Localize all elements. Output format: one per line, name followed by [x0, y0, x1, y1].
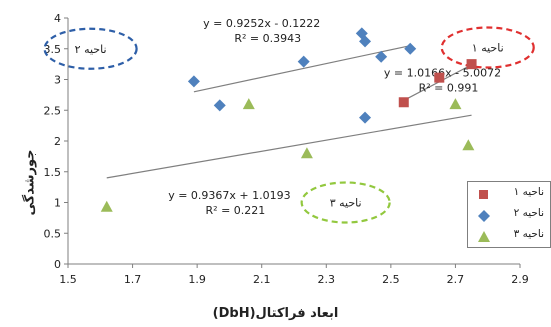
x-tick-label: 2.5 — [382, 273, 400, 286]
r-squared-2: R² = 0.991 — [419, 81, 479, 94]
x-tick-label: 2.1 — [253, 273, 271, 286]
region-label-3: ناحیه ۳ — [330, 197, 362, 210]
legend-label-3: ناحیه ۳ — [513, 228, 544, 240]
y-tick-label: 3 — [54, 74, 61, 87]
point-s2-8 — [359, 111, 372, 124]
r-squared-3: R² = 0.221 — [206, 204, 266, 217]
x-tick-label: 1.7 — [124, 273, 142, 286]
region-ellipse-3 — [300, 181, 391, 224]
point-s3-1 — [100, 200, 113, 212]
x-tick-label: 2.3 — [318, 273, 336, 286]
equation-1: y = 0.9252x - 0.1222 — [203, 17, 320, 30]
point-s2-7 — [404, 42, 417, 55]
x-tick-label: 2.7 — [447, 273, 465, 286]
y-tick-label: 1.5 — [44, 166, 62, 179]
x-tick-label: 1.9 — [188, 273, 206, 286]
legend-item-1: ناحیه ۱ — [476, 186, 548, 202]
r-squared-1: R² = 0.3943 — [234, 32, 301, 45]
point-s2-3 — [297, 55, 310, 68]
x-tick-label: 2.9 — [511, 273, 529, 286]
legend: ناحیه ۱ ناحیه ۲ ناحیه ۳ — [467, 181, 551, 248]
point-s1-3 — [466, 59, 477, 70]
y-tick-label: 0 — [54, 258, 61, 271]
y-tick-label: 0.5 — [44, 227, 62, 240]
y-axis-label: جورشدگی — [22, 149, 38, 216]
legend-item-2: ناحیه ۲ — [476, 207, 548, 223]
legend-item-3: ناحیه ۳ — [476, 228, 548, 244]
point-s2-1 — [187, 75, 200, 88]
region-ellipse-2 — [440, 26, 535, 69]
trendline-3 — [106, 114, 472, 179]
legend-square-marker — [479, 190, 488, 199]
point-s3-3 — [300, 147, 313, 159]
x-tick-label: 1.5 — [59, 273, 77, 286]
point-s3-2 — [242, 98, 255, 110]
point-s2-5 — [359, 35, 372, 48]
point-s1-1 — [398, 97, 409, 108]
point-s2-2 — [213, 99, 226, 112]
point-s1-2 — [434, 72, 445, 83]
y-tick-label: 1 — [54, 197, 61, 210]
region-label-2: ناحیه ۱ — [472, 42, 504, 55]
equation-3: y = 0.9367x + 1.0193 — [168, 189, 290, 202]
legend-diamond-marker — [478, 210, 490, 222]
legend-triangle-marker — [478, 231, 490, 242]
legend-label-2: ناحیه ۲ — [513, 207, 544, 219]
point-s3-4 — [449, 98, 462, 110]
legend-label-1: ناحیه ۱ — [513, 186, 544, 198]
x-axis-label: ابعاد فراکتال(DbH) — [212, 306, 339, 321]
y-tick-label: 3.5 — [44, 43, 62, 56]
y-tick-label: 4 — [54, 12, 61, 25]
region-label-1: ناحیه ۲ — [75, 43, 107, 56]
point-s3-5 — [462, 139, 475, 151]
trendline-2 — [193, 45, 411, 93]
point-s2-6 — [375, 50, 388, 63]
y-tick-label: 2.5 — [44, 104, 62, 117]
region-ellipse-1 — [43, 27, 138, 70]
y-tick-label: 2 — [54, 135, 61, 148]
